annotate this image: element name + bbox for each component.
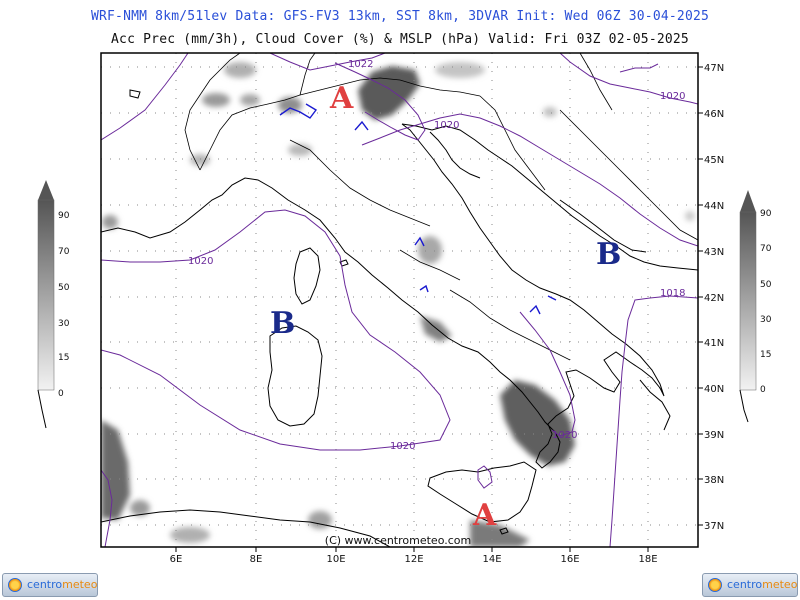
- legend-label: 90: [760, 209, 772, 219]
- title-line-field: Acc Prec (mm/3h), Cloud Cover (%) & MSLP…: [111, 32, 689, 47]
- legend-label: 0: [760, 385, 766, 395]
- low-pressure-center: B: [596, 237, 621, 272]
- logo-text-part1: centro: [27, 578, 63, 591]
- isobar-label: 1020: [390, 441, 415, 452]
- lat-label-44n: 44N: [704, 201, 724, 212]
- logo-sun-icon: [708, 578, 722, 592]
- legend-label: 15: [760, 350, 771, 360]
- isobar-label: 1020: [434, 120, 459, 131]
- legend-right: 90 70 50 30 15 0: [739, 190, 772, 423]
- map-border: [100, 52, 699, 548]
- title-line-model: WRF-NMM 8km/51lev Data: GFS-FV3 13km, SS…: [90, 9, 710, 24]
- lon-label-18e: 18E: [638, 554, 657, 565]
- legend-label: 70: [58, 247, 70, 257]
- lon-label-16e: 16E: [560, 554, 579, 565]
- lat-label-40n: 40N: [704, 384, 724, 395]
- copyright-credit: (C) www.centrometeo.com: [325, 534, 471, 547]
- lat-label-38n: 38N: [704, 475, 724, 486]
- legend-label: 50: [760, 280, 772, 290]
- logo-sun-icon: [8, 578, 22, 592]
- lat-label-47n: 47N: [704, 63, 724, 74]
- lat-label-43n: 43N: [704, 247, 724, 258]
- centrometeo-logo-left[interactable]: centrometeo: [2, 573, 98, 597]
- logo-text-part2: meteo: [762, 578, 798, 591]
- legend-label: 90: [58, 211, 70, 221]
- lon-label-12e: 12E: [404, 554, 423, 565]
- high-pressure-center: A: [472, 498, 497, 533]
- axis-ticks: [175, 66, 703, 552]
- low-pressure-center: B: [270, 306, 295, 341]
- lat-label-37n: 37N: [704, 521, 724, 532]
- coastlines: [101, 89, 698, 547]
- lat-label-46n: 46N: [704, 109, 724, 120]
- lon-label-14e: 14E: [482, 554, 501, 565]
- lat-label-41n: 41N: [704, 338, 724, 349]
- isobar-label: 1020: [188, 256, 213, 267]
- isobar-label: 1018: [660, 288, 685, 299]
- legend-label: 15: [58, 353, 69, 363]
- lat-lon-grid: [101, 53, 698, 547]
- legend-label: 30: [760, 315, 772, 325]
- lakes: [279, 103, 557, 315]
- legend-label: 0: [58, 389, 64, 399]
- legend-label: 30: [58, 319, 70, 329]
- isobar-label: 1020: [552, 430, 577, 441]
- legend-label: 50: [58, 283, 70, 293]
- isobar-label: 1020: [660, 91, 685, 102]
- lon-label-6e: 6E: [170, 554, 183, 565]
- centrometeo-logo-right[interactable]: centrometeo: [702, 573, 798, 597]
- isobar-label: 1022: [348, 59, 373, 70]
- legend-label: 70: [760, 244, 772, 254]
- isobars: [101, 53, 698, 547]
- logo-text-part1: centro: [727, 578, 763, 591]
- legend-left: 90 70 50 30 15 0: [37, 180, 70, 429]
- map-frame-bg: [101, 53, 698, 547]
- high-pressure-center: A: [329, 81, 354, 116]
- logo-text-part2: meteo: [62, 578, 98, 591]
- lat-label-39n: 39N: [704, 430, 724, 441]
- lat-label-42n: 42N: [704, 293, 724, 304]
- lon-label-8e: 8E: [250, 554, 263, 565]
- lat-label-45n: 45N: [704, 155, 724, 166]
- lon-label-10e: 10E: [326, 554, 345, 565]
- cloud-cover-layer: [101, 62, 695, 547]
